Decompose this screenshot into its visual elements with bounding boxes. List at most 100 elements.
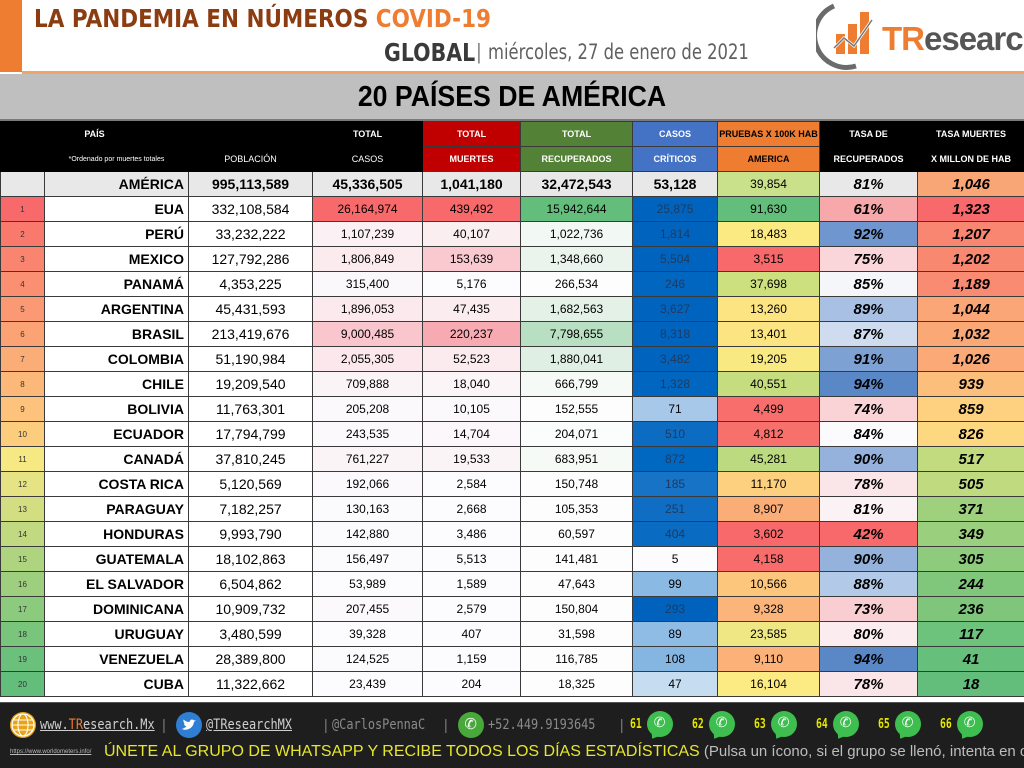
total-deaths: 1,041,180	[422, 171, 522, 197]
cell-country: ARGENTINA	[44, 296, 189, 322]
whatsapp-group-64[interactable]: 64 ✆	[814, 711, 859, 737]
cell-recovered: 150,748	[520, 471, 634, 497]
twitter-icon[interactable]	[175, 712, 202, 738]
cell-rank: 14	[0, 521, 45, 547]
col-death-rate-header-top: TASA MUERTES	[917, 121, 1024, 147]
whatsapp-group-61[interactable]: 61 ✆	[628, 711, 673, 737]
source-link[interactable]: https://www.worldometers.info/	[10, 749, 92, 755]
cell-country: URUGUAY	[44, 621, 189, 647]
total-row: AMÉRICA 995,113,589 45,336,505 1,041,180…	[0, 171, 1024, 197]
table-row: 20 CUBA 11,322,662 23,439 204 18,325 47 16,104 7…	[0, 671, 1024, 697]
footer: www.TResearch.Mx | @TResearchMX | @Carlo…	[0, 702, 1024, 768]
cell-population: 213,419,676	[187, 321, 314, 347]
cell-tests: 37,698	[717, 271, 821, 297]
cell-cases: 1,896,053	[312, 296, 424, 322]
cell-recovery-rate: 73%	[819, 596, 919, 622]
cell-tests: 16,104	[717, 671, 821, 697]
cell-rank: 3	[0, 246, 45, 272]
cell-recovered: 150,804	[520, 596, 634, 622]
cell-death-rate: 1,323	[917, 196, 1024, 222]
whatsapp-group-66[interactable]: 66 ✆	[938, 711, 983, 737]
cell-cases: 156,497	[312, 546, 424, 572]
cell-recovery-rate: 87%	[819, 321, 919, 347]
cell-death-rate: 826	[917, 421, 1024, 447]
cell-death-rate: 1,189	[917, 271, 1024, 297]
cell-rank: 12	[0, 471, 45, 497]
whatsapp-icon[interactable]: ✆	[956, 711, 983, 737]
cell-death-rate: 505	[917, 471, 1024, 497]
cell-death-rate: 349	[917, 521, 1024, 547]
cell-country: CANADÁ	[44, 446, 189, 472]
cell-rank: 6	[0, 321, 45, 347]
col-rank-header	[0, 146, 45, 172]
whatsapp-icon[interactable]: ✆	[646, 711, 673, 737]
whatsapp-icon[interactable]: ✆	[708, 711, 735, 737]
website-link[interactable]: www.TResearch.Mx	[40, 717, 155, 733]
table-row: 4 PANAMÁ 4,353,225 315,400 5,176 266,534 246 37…	[0, 271, 1024, 297]
cell-death-rate: 1,026	[917, 346, 1024, 372]
cell-deaths: 40,107	[422, 221, 522, 247]
whatsapp-group-62[interactable]: 62 ✆	[690, 711, 735, 737]
cell-country: COLOMBIA	[44, 346, 189, 372]
cell-country: DOMINICANA	[44, 596, 189, 622]
header-row-top: PAÍS TOTAL TOTAL TOTAL CASOS PRUEBAS X 1…	[0, 121, 1024, 147]
cell-cases: 130,163	[312, 496, 424, 522]
cell-critical: 108	[632, 646, 719, 672]
total-population: 995,113,589	[187, 171, 314, 197]
separator: |	[323, 716, 328, 734]
cell-critical: 251	[632, 496, 719, 522]
cell-country: ECUADOR	[44, 421, 189, 447]
cell-rank: 4	[0, 271, 45, 297]
section-title: 20 PAÍSES DE AMÉRICA	[357, 81, 667, 113]
whatsapp-icon[interactable]: ✆	[832, 711, 859, 737]
cell-deaths: 5,176	[422, 271, 522, 297]
cell-rank: 19	[0, 646, 45, 672]
cell-country: BRASIL	[44, 321, 189, 347]
cell-critical: 8,318	[632, 321, 719, 347]
cell-recovered: 666,799	[520, 371, 634, 397]
whatsapp-group-number: 66	[939, 716, 952, 732]
cell-death-rate: 1,207	[917, 221, 1024, 247]
cell-critical: 1,328	[632, 371, 719, 397]
table-row: 7 COLOMBIA 51,190,984 2,055,305 52,523 1,880,…	[0, 346, 1024, 372]
whatsapp-icon[interactable]: ✆	[770, 711, 797, 737]
cell-cases: 1,107,239	[312, 221, 424, 247]
cell-recovery-rate: 81%	[819, 496, 919, 522]
cell-tests: 91,630	[717, 196, 821, 222]
cell-recovered: 18,325	[520, 671, 634, 697]
cell-deaths: 10,105	[422, 396, 522, 422]
whatsapp-icon[interactable]: ✆	[894, 711, 921, 737]
cell-recovery-rate: 92%	[819, 221, 919, 247]
cell-rank: 9	[0, 396, 45, 422]
whatsapp-group-number: 64	[815, 716, 828, 732]
cell-rank: 10	[0, 421, 45, 447]
cell-critical: 5,504	[632, 246, 719, 272]
table-row: 8 CHILE 19,209,540 709,888 18,040 666,799 1,32…	[0, 371, 1024, 397]
col-death-rate-header: X MILLON DE HAB	[917, 146, 1024, 172]
cell-country: VENEZUELA	[44, 646, 189, 672]
table-row: 3 MEXICO 127,792,286 1,806,849 153,639 1,348,…	[0, 246, 1024, 272]
whatsapp-group-63[interactable]: 63 ✆	[752, 711, 797, 737]
col-recovery-rate-header-top: TASA DE	[819, 121, 919, 147]
total-cases: 45,336,505	[312, 171, 424, 197]
table-row: 17 DOMINICANA 10,909,732 207,455 2,579 150,80…	[0, 596, 1024, 622]
cell-country: HONDURAS	[44, 521, 189, 547]
cell-tests: 10,566	[717, 571, 821, 597]
cell-rank: 13	[0, 496, 45, 522]
cell-death-rate: 517	[917, 446, 1024, 472]
col-recovered-header: RECUPERADOS	[520, 146, 634, 172]
table-row: 13 PARAGUAY 7,182,257 130,163 2,668 105,353 25…	[0, 496, 1024, 522]
sort-note: *Ordenado por muertes totales	[44, 146, 189, 172]
cell-country: PERÚ	[44, 221, 189, 247]
cell-death-rate: 371	[917, 496, 1024, 522]
cell-deaths: 1,159	[422, 646, 522, 672]
table-row: 10 ECUADOR 17,794,799 243,535 14,704 204,071 5…	[0, 421, 1024, 447]
cell-recovery-rate: 80%	[819, 621, 919, 647]
cell-death-rate: 236	[917, 596, 1024, 622]
cell-population: 7,182,257	[187, 496, 314, 522]
whatsapp-group-65[interactable]: 65 ✆	[876, 711, 921, 737]
twitter-link[interactable]: @TResearchMX	[205, 717, 292, 733]
cell-deaths: 5,513	[422, 546, 522, 572]
cell-country: EL SALVADOR	[44, 571, 189, 597]
cell-recovered: 60,597	[520, 521, 634, 547]
